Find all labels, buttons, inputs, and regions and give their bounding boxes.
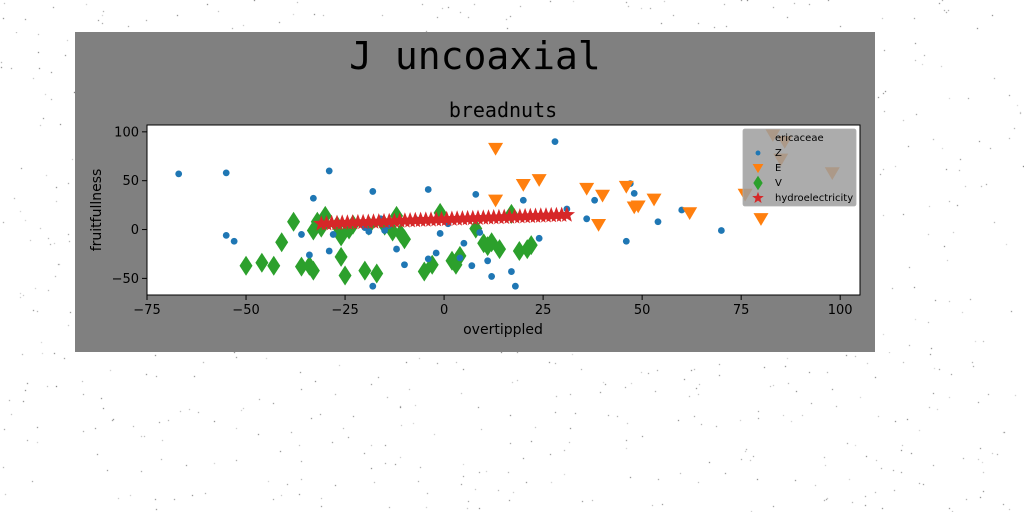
z-point — [468, 262, 476, 270]
z-point — [230, 237, 238, 245]
x-tick-label: 50 — [634, 303, 651, 318]
v-point — [358, 260, 372, 281]
v-point — [512, 241, 526, 262]
z-point — [329, 231, 337, 238]
z-point — [511, 282, 519, 290]
legend-marker-z — [755, 150, 761, 156]
z-point — [456, 254, 464, 262]
z-point — [325, 167, 333, 175]
series-hydroelectricity — [313, 206, 575, 231]
z-point — [369, 188, 377, 195]
z-point — [222, 169, 230, 177]
scatter-chart: breadnuts −75 −50 −25 0 25 50 75 100 −50050100 … — [89, 98, 861, 338]
y-tick-label: 50 — [122, 174, 139, 189]
v-point — [493, 239, 507, 260]
z-point — [591, 196, 599, 204]
y-tick-label: 0 — [131, 223, 139, 238]
v-point — [338, 265, 352, 286]
e-point — [488, 142, 504, 156]
legend-label-hydroelectricity: hydroelectricity — [775, 193, 853, 204]
chart-title: breadnuts — [449, 98, 557, 122]
e-point — [591, 219, 607, 232]
y-axis-label: fruitfullness — [89, 169, 105, 252]
e-point — [630, 200, 646, 214]
z-point — [436, 230, 444, 237]
z-point — [717, 227, 725, 234]
legend-marker-v — [753, 175, 763, 191]
z-point — [519, 196, 527, 204]
z-point — [175, 170, 183, 178]
v-point — [334, 246, 348, 267]
legend-marker-hydroelectricity — [752, 191, 764, 203]
z-point — [476, 229, 484, 236]
z-point — [432, 249, 440, 257]
legend-label-z: Z — [775, 148, 782, 159]
z-point — [508, 268, 515, 275]
legend-label-e: E — [775, 163, 781, 174]
z-point — [393, 245, 400, 253]
e-point — [618, 180, 634, 194]
legend-title: ericaceae — [775, 133, 824, 144]
series-z — [175, 138, 725, 290]
z-point — [654, 218, 662, 226]
figure-panel: J uncoaxial breadnuts −75 −50 −25 0 25 50 75 10… — [75, 32, 875, 352]
z-point — [369, 282, 377, 290]
z-point — [472, 190, 480, 198]
z-point — [222, 232, 230, 239]
legend-box — [742, 128, 857, 207]
z-point — [298, 231, 305, 238]
v-point — [306, 260, 320, 281]
e-point — [579, 182, 595, 196]
e-point — [682, 207, 698, 221]
z-point — [488, 273, 496, 280]
e-point — [515, 178, 531, 192]
x-axis-label: overtippled — [463, 322, 543, 338]
y-axis-ticks: −50 0 50 100 — [112, 125, 147, 287]
e-point — [488, 194, 504, 208]
e-point — [646, 193, 662, 207]
z-point — [424, 255, 432, 263]
v-point — [275, 232, 289, 253]
v-point — [287, 211, 301, 232]
v-point — [370, 263, 384, 284]
hydroelectricity-point — [558, 206, 575, 222]
e-point — [753, 213, 769, 226]
z-point — [583, 215, 591, 223]
z-point — [460, 239, 468, 247]
z-point — [309, 194, 317, 202]
x-tick-label: 0 — [440, 303, 448, 318]
legend-marker-e — [752, 163, 764, 174]
z-point — [381, 227, 389, 234]
y-tick-label: −50 — [112, 272, 139, 287]
v-point — [294, 256, 308, 277]
x-tick-label: 75 — [733, 303, 750, 318]
z-point — [306, 251, 313, 259]
z-point — [424, 186, 432, 193]
y-tick-label: 100 — [114, 125, 139, 140]
z-point — [630, 189, 638, 197]
x-tick-label: 100 — [828, 303, 853, 318]
x-tick-label: 25 — [535, 303, 552, 318]
v-point — [397, 229, 411, 250]
x-tick-label: −25 — [331, 303, 358, 318]
z-point — [535, 234, 543, 242]
legend-label-v: V — [775, 178, 782, 189]
z-point — [325, 247, 333, 255]
z-point — [622, 237, 630, 245]
z-point — [401, 261, 408, 269]
z-point — [365, 228, 373, 235]
z-point — [484, 257, 492, 265]
x-tick-label: −75 — [133, 303, 160, 318]
figure-suptitle: J uncoaxial — [349, 34, 601, 78]
x-tick-label: −50 — [232, 303, 259, 318]
z-point — [551, 138, 559, 146]
v-point — [524, 235, 538, 256]
e-point — [531, 174, 547, 187]
e-point — [595, 189, 611, 203]
plot-area — [146, 124, 861, 296]
x-axis-ticks: −75 −50 −25 0 25 50 75 100 — [133, 295, 853, 318]
